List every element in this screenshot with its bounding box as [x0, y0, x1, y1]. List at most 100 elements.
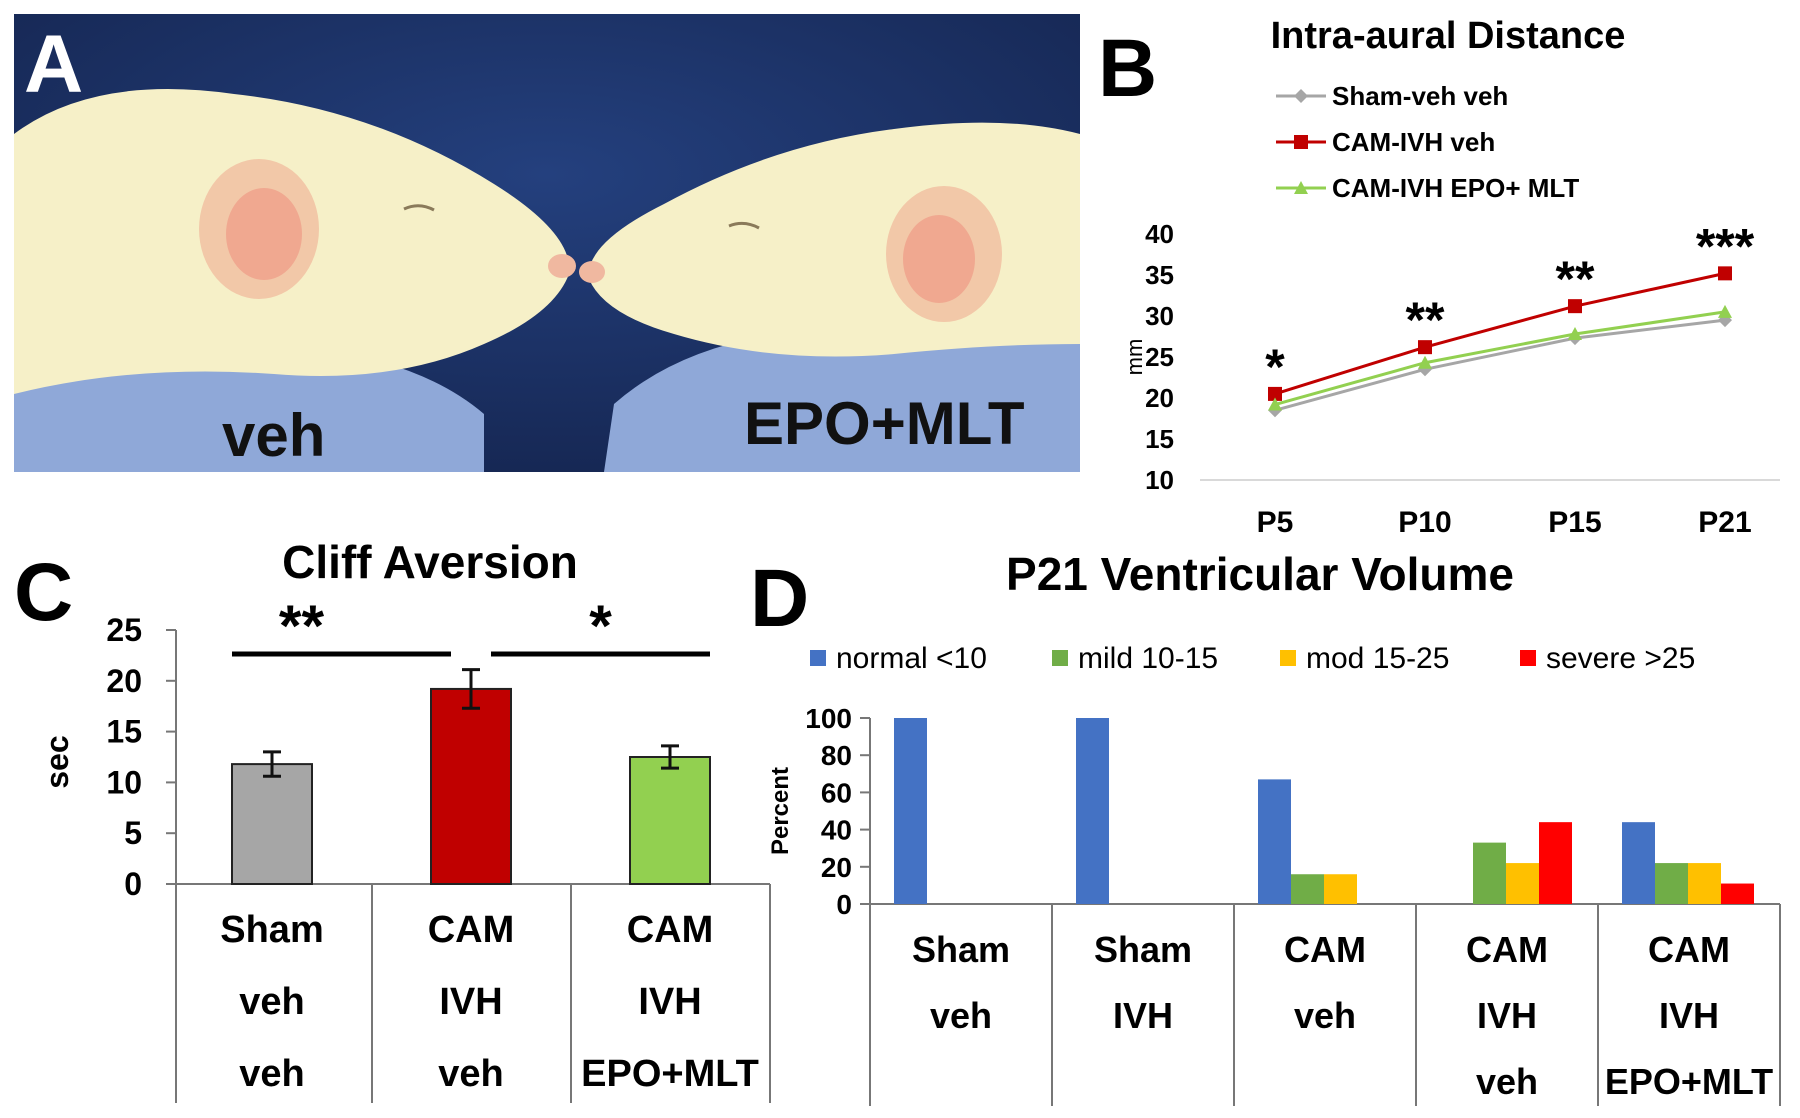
- chart-b-intra-aural-distance: Intra-aural Distance Sham-veh veh CAM-IVH …: [1122, 15, 1780, 539]
- chart-d-category-label: IVH: [1113, 995, 1173, 1036]
- chart-b-point-s2-2: [1568, 327, 1582, 341]
- chart-d-legend-swatch-0: [810, 650, 826, 666]
- chart-b-point-s1-0: [1268, 386, 1282, 401]
- chart-d-legend-label-1: mild 10-15: [1078, 642, 1218, 675]
- chart-b-legend-marker-0: [1294, 89, 1308, 103]
- chart-b-xtick-label: P10: [1398, 506, 1451, 539]
- chart-c-ytick-label: 15: [106, 714, 142, 750]
- chart-c-ytick-label: 10: [106, 764, 142, 800]
- chart-b-legend-marker-1: [1294, 135, 1308, 149]
- chart-d-legend-label-3: severe >25: [1546, 642, 1695, 675]
- chart-c-category-label: veh: [239, 1053, 304, 1095]
- panel-letter-d: D: [750, 553, 810, 644]
- chart-d-category-label: CAM: [1648, 929, 1730, 970]
- chart-d-bar-s1-c2: [1291, 874, 1324, 904]
- photo-label-epo-mlt: EPO+MLT: [744, 390, 1025, 457]
- chart-b-legend-label-2: CAM-IVH EPO+ MLT: [1332, 173, 1579, 203]
- chart-d-ytick-label: 20: [821, 852, 852, 883]
- chart-c-category-label: EPO+MLT: [581, 1053, 759, 1095]
- panel-letter-a: A: [24, 19, 84, 110]
- chart-c-category-label: Sham: [220, 909, 323, 951]
- chart-d-category-label: veh: [1294, 995, 1356, 1036]
- chart-d-bar-s3-c4: [1721, 883, 1754, 904]
- right-rat-nose: [579, 261, 605, 283]
- chart-b-series-line-0: [1274, 318, 1726, 412]
- chart-d-legend-swatch-1: [1052, 650, 1068, 666]
- chart-d-ytick-label: 60: [821, 777, 852, 808]
- chart-c-ytick-label: 0: [124, 866, 142, 902]
- photo-label-veh: veh: [222, 402, 325, 469]
- chart-d-category-label: EPO+MLT: [1605, 1061, 1773, 1102]
- chart-b-significance: **: [1556, 251, 1595, 307]
- chart-b-xtick-label: P21: [1698, 506, 1751, 539]
- chart-b-ytick-label: 40: [1145, 219, 1174, 249]
- chart-c-significance-label-1: *: [589, 594, 612, 659]
- chart-c-cliff-aversion: Cliff Aversion 25 20 15 10 5 0 sec Sham veh veh CAM…: [39, 536, 771, 1103]
- chart-d-ytick-label: 0: [836, 889, 852, 920]
- chart-d-legend-label-0: normal <10: [836, 642, 987, 675]
- chart-b-legend-marker-2: [1294, 181, 1308, 194]
- chart-d-title: P21 Ventricular Volume: [1006, 548, 1514, 600]
- chart-b-ytick-label: 10: [1145, 465, 1174, 495]
- chart-d-bar-s0-c4: [1622, 822, 1655, 904]
- chart-b-significance: *: [1265, 339, 1285, 395]
- chart-b-ytick-label: 25: [1145, 342, 1174, 372]
- chart-b-ytick-label: 35: [1145, 260, 1174, 290]
- chart-d-category-label: IVH: [1477, 995, 1537, 1036]
- chart-b-ylabel: mm: [1122, 339, 1147, 376]
- right-rat-eye: [728, 221, 760, 230]
- chart-d-category-label: CAM: [1466, 929, 1548, 970]
- chart-d-bar-s3-c3: [1539, 822, 1572, 904]
- panel-letter-b: B: [1098, 23, 1158, 114]
- chart-b-point-s1-2: [1568, 299, 1582, 314]
- chart-c-category-label: veh: [239, 981, 304, 1023]
- chart-c-significance-label-0: **: [279, 594, 325, 659]
- rat-illustration: veh EPO+MLT: [14, 14, 1080, 472]
- chart-c-category-label: IVH: [638, 981, 701, 1023]
- chart-b-ytick-label: 15: [1145, 424, 1174, 454]
- right-rat-ear-inner: [903, 215, 975, 303]
- chart-b-point-s2-0: [1268, 397, 1282, 411]
- chart-c-category-label: CAM: [627, 909, 714, 951]
- chart-d-legend-swatch-2: [1280, 650, 1296, 666]
- chart-d-category-label: CAM: [1284, 929, 1366, 970]
- chart-d-bar-s0-c2: [1258, 779, 1291, 904]
- left-rat-ear-inner: [226, 188, 302, 280]
- chart-d-ylabel: Percent: [767, 767, 794, 855]
- chart-b-point-s1-3: [1718, 266, 1732, 281]
- chart-d-category-label: veh: [1476, 1061, 1538, 1102]
- chart-d-category-label: Sham: [912, 929, 1010, 970]
- chart-b-series-line-1: [1274, 271, 1726, 396]
- chart-d-ytick-label: 80: [821, 740, 852, 771]
- chart-b-series-line-2: [1274, 310, 1726, 407]
- rat-photo: veh EPO+MLT: [14, 14, 1080, 472]
- chart-b-significance: **: [1406, 292, 1445, 348]
- chart-d-ytick-label: 100: [805, 703, 852, 734]
- chart-b-xtick-label: P15: [1548, 506, 1601, 539]
- chart-b-point-s2-3: [1718, 304, 1732, 318]
- right-cloth: [604, 314, 1080, 472]
- chart-d-bar-s0-c1: [1076, 718, 1109, 904]
- chart-b-ytick-label: 30: [1145, 301, 1174, 331]
- chart-d-ytick-label: 40: [821, 815, 852, 846]
- panel-letter-c: C: [14, 547, 74, 638]
- chart-d-category-label: IVH: [1659, 995, 1719, 1036]
- left-rat-nose: [548, 254, 576, 278]
- chart-c-ylabel: sec: [39, 735, 75, 788]
- chart-d-bar-s2-c3: [1506, 863, 1539, 904]
- chart-c-bar-2: [629, 756, 711, 885]
- chart-c-ytick-label: 20: [106, 663, 142, 699]
- chart-c-title: Cliff Aversion: [282, 536, 578, 588]
- chart-c-ytick-label: 5: [124, 815, 142, 851]
- chart-c-bar-0: [231, 763, 313, 885]
- left-cloth: [14, 342, 484, 472]
- chart-c-category-label: CAM: [428, 909, 515, 951]
- chart-d-category-label: veh: [930, 995, 992, 1036]
- chart-c-category-label: IVH: [439, 981, 502, 1023]
- chart-b-ytick-label: 20: [1145, 383, 1174, 413]
- chart-d-legend-label-2: mod 15-25: [1306, 642, 1449, 675]
- chart-d-bar-s1-c3: [1473, 842, 1506, 904]
- chart-d-bar-s2-c2: [1324, 874, 1357, 904]
- chart-d-bar-s0-c0: [894, 718, 927, 904]
- chart-d-category-label: Sham: [1094, 929, 1192, 970]
